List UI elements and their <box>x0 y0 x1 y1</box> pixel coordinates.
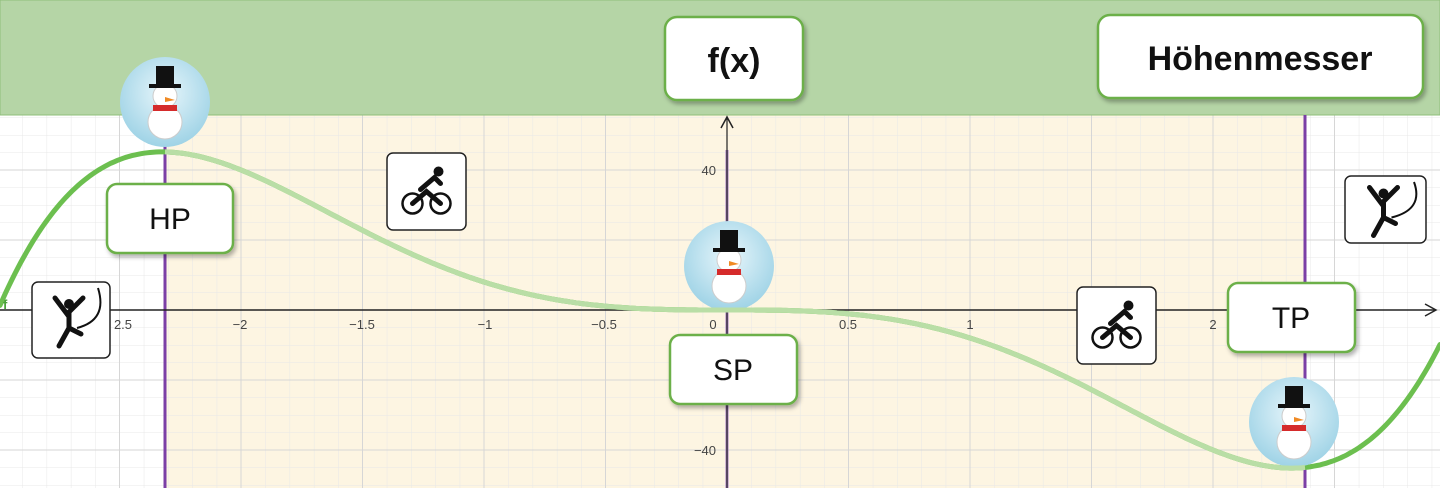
climber-icon <box>1344 175 1427 244</box>
altimeter-button[interactable] <box>1096 13 1425 100</box>
function-label: f <box>3 297 8 312</box>
x-tick-label: −1.5 <box>349 317 375 332</box>
y-tick-label: 40 <box>702 163 716 178</box>
x-tick-label: −1 <box>478 317 493 332</box>
sp-box[interactable] <box>668 333 799 406</box>
snowman-icon <box>1249 377 1339 467</box>
x-tick-label: 2.5 <box>114 317 132 332</box>
snowman-brim <box>1278 404 1310 408</box>
hp-box[interactable] <box>105 182 235 255</box>
function-graph-faded <box>164 149 1306 471</box>
climber <box>52 295 86 349</box>
y-arrow <box>720 115 734 129</box>
x-tick-label: 0.5 <box>839 317 857 332</box>
snowman-icon <box>684 221 774 311</box>
x-tick-label: −0.5 <box>591 317 617 332</box>
snowman-scarf <box>153 105 177 111</box>
function-button-text[interactable]: f(x) <box>708 42 761 80</box>
rope <box>1391 181 1418 219</box>
wheel <box>429 192 452 215</box>
tp-label[interactable]: TP <box>1272 302 1310 335</box>
snowman-hat <box>720 230 738 250</box>
snowman-nose <box>1294 417 1304 422</box>
rider <box>410 174 443 206</box>
rider-head <box>1123 300 1134 311</box>
altimeter-button-text[interactable]: Höhenmesser <box>1148 40 1373 78</box>
wheel <box>1119 326 1142 349</box>
hp-label[interactable]: HP <box>149 203 191 236</box>
wheel <box>401 192 424 215</box>
snowman-nose <box>165 97 175 102</box>
climber-icon <box>31 281 111 359</box>
snowman-brim <box>149 84 181 88</box>
x-tick-label: 0 <box>709 317 716 332</box>
x-tick-label: 2 <box>1209 317 1216 332</box>
snowman-nose <box>729 261 739 266</box>
rope <box>76 287 102 329</box>
snowman-hat <box>156 66 174 86</box>
cyclist-icon <box>1076 286 1157 365</box>
cyclist-icon <box>386 152 467 231</box>
snowman-scarf <box>717 269 741 275</box>
sp-label[interactable]: SP <box>713 354 753 387</box>
snowman-brim <box>713 248 745 252</box>
rider <box>1100 308 1133 340</box>
snowman-scarf <box>1282 425 1306 431</box>
x-arrow <box>1424 303 1438 317</box>
climber <box>1367 185 1400 238</box>
y-tick-label: −40 <box>694 443 716 458</box>
tp-box[interactable] <box>1226 281 1357 354</box>
snowman-hat <box>1285 386 1303 406</box>
x-tick-label: 1 <box>966 317 973 332</box>
function-button[interactable] <box>663 15 805 102</box>
wheel <box>1091 326 1114 349</box>
x-tick-label: −2 <box>233 317 248 332</box>
snowman-icon <box>120 57 210 147</box>
rider-head <box>433 166 444 177</box>
